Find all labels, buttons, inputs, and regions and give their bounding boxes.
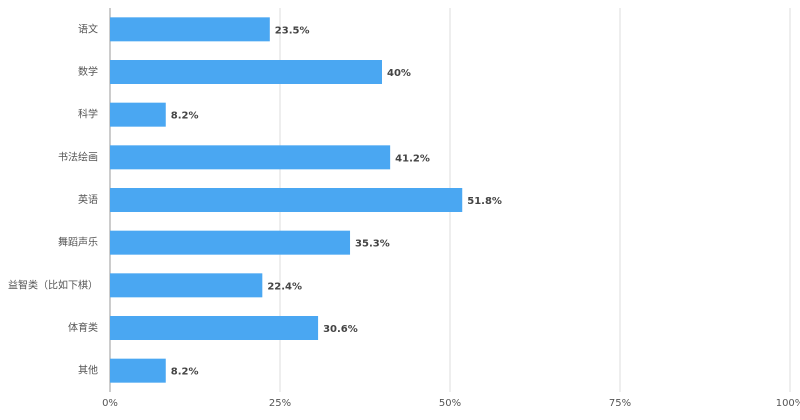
bar [110, 188, 463, 212]
bar [110, 273, 263, 298]
value-label: 30.6% [323, 324, 358, 335]
x-tick-label: 50% [439, 398, 461, 409]
value-label: 40% [387, 68, 411, 79]
bar [110, 358, 166, 383]
y-tick-label: 数学 [78, 65, 98, 78]
value-label: 8.2% [171, 367, 199, 378]
value-label: 23.5% [275, 25, 310, 36]
y-tick-label: 益智类（比如下棋） [8, 278, 98, 291]
x-tick-label: 75% [609, 398, 631, 409]
x-tick-label: 0% [102, 398, 118, 409]
y-tick-label: 其他 [78, 364, 98, 377]
y-tick-label: 语文 [78, 22, 98, 35]
value-label: 41.2% [395, 153, 430, 164]
value-label: 35.3% [355, 239, 390, 250]
bar [110, 316, 319, 340]
value-label: 51.8% [467, 196, 502, 207]
x-tick-label: 100% [776, 398, 800, 409]
bar [110, 145, 391, 170]
value-label: 8.2% [171, 111, 199, 122]
y-tick-label: 书法绘画 [58, 150, 98, 163]
y-tick-label: 舞蹈声乐 [58, 236, 98, 249]
y-tick-label: 英语 [78, 193, 98, 206]
bar [110, 60, 382, 84]
bar [110, 102, 166, 127]
bar [110, 230, 351, 255]
value-label: 22.4% [267, 281, 302, 292]
y-tick-label: 科学 [78, 108, 98, 121]
x-tick-label: 25% [269, 398, 291, 409]
bar [110, 17, 270, 42]
y-tick-label: 体育类 [68, 321, 98, 334]
